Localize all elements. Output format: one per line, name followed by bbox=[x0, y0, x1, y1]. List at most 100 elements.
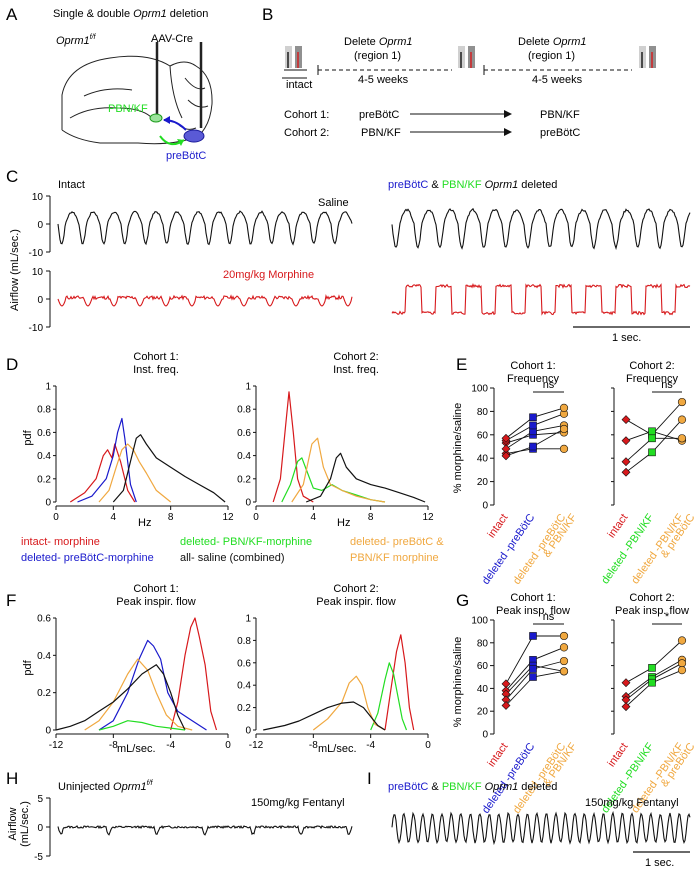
trace-intact-morphine bbox=[57, 294, 353, 307]
chart-title: Cohort 1: bbox=[133, 351, 178, 363]
chart-subtitle: Frequency bbox=[626, 373, 678, 385]
panel-label-c: C bbox=[6, 167, 18, 186]
y-tick-label: 0.6 bbox=[237, 658, 251, 669]
y-tick-label: 0.2 bbox=[237, 474, 251, 485]
marker-double-deleted bbox=[677, 397, 687, 407]
panel-h-drug: 150mg/kg Fentanyl bbox=[251, 797, 345, 809]
x-tick-label: 8 bbox=[168, 512, 174, 523]
marker-single-deleted bbox=[529, 665, 537, 673]
double-deleted-title: preBötC & PBN/KF Oprm1 deleted bbox=[388, 179, 557, 191]
panel-label-d: D bbox=[6, 355, 18, 374]
y-tick-label: 40 bbox=[477, 684, 489, 695]
svg-text:10: 10 bbox=[32, 192, 44, 203]
marker-intact bbox=[621, 678, 631, 688]
category-label: intact bbox=[486, 512, 511, 540]
y-tick-label: 100 bbox=[471, 616, 488, 627]
y-tick-label: 0.8 bbox=[37, 405, 51, 416]
chart-title: Cohort 2: bbox=[333, 583, 378, 595]
chart-title: Cohort 1: bbox=[133, 583, 178, 595]
brain-sketch bbox=[61, 55, 213, 145]
chart-d1: Cohort 1:Inst. freq. 0 0.2 0.4 0.6 0.8 1 0 4 8 12 bbox=[37, 351, 234, 523]
cohort-1-name: Cohort 1: bbox=[284, 109, 329, 121]
x-tick-label: -4 bbox=[366, 740, 375, 751]
cohort-1-arrowhead bbox=[504, 110, 512, 118]
timeline bbox=[284, 46, 656, 75]
pbn-label: PBN/KF bbox=[108, 103, 148, 115]
marker-double-deleted bbox=[559, 667, 569, 676]
svg-text:10: 10 bbox=[32, 267, 44, 278]
legend-double-deleted-2: PBN/KF morphine bbox=[350, 552, 439, 564]
cohort-1-second: PBN/KF bbox=[540, 109, 580, 121]
marker-intact bbox=[621, 467, 631, 477]
panel-f-xlabel-2: mL/sec. bbox=[318, 743, 357, 755]
panel-label-b: B bbox=[262, 5, 273, 24]
y-tick-label: 0.2 bbox=[37, 474, 51, 485]
chart-subtitle: Peak insp. flow bbox=[615, 605, 689, 617]
marker-single-deleted bbox=[529, 673, 537, 681]
panel-label-h: H bbox=[6, 769, 18, 788]
x-tick-label: 8 bbox=[368, 512, 374, 523]
y-tick-label: 60 bbox=[477, 430, 489, 441]
panel-g-ylabel: % morphine/saline bbox=[452, 637, 464, 728]
y-tick-label: 1 bbox=[245, 382, 251, 393]
panel-h-yaxis: 5 0 -5 bbox=[34, 794, 51, 863]
virus-label: AAV-Cre bbox=[151, 33, 193, 45]
panel-e-ylabel: % morphine/saline bbox=[452, 403, 464, 494]
panel-a-title: Single & double Oprm1 deletion bbox=[53, 8, 208, 20]
chart-subtitle: Frequency bbox=[507, 373, 559, 385]
series-line-deleted-pbn-kf-morphine bbox=[98, 720, 186, 731]
marker-single-deleted bbox=[648, 448, 656, 457]
series-line-intact-morphine bbox=[272, 391, 314, 503]
chart-f1: Cohort 1:Peak inspir. flow 0 0.2 0.4 0.6 -12 -… bbox=[37, 583, 231, 751]
marker-single-deleted bbox=[529, 421, 537, 430]
marker-single-deleted bbox=[648, 678, 656, 687]
y-tick-label: 0.4 bbox=[37, 451, 51, 462]
legend-intact-morphine: intact- morphine bbox=[21, 536, 100, 548]
region-label-2: (region 1) bbox=[528, 50, 575, 62]
y-tick-label: 20 bbox=[477, 477, 489, 488]
svg-text:0: 0 bbox=[37, 220, 43, 231]
y-tick-label: 0.4 bbox=[237, 681, 251, 692]
marker-double-deleted bbox=[559, 643, 569, 652]
svg-text:-10: -10 bbox=[29, 248, 44, 259]
marker-double-deleted bbox=[559, 403, 569, 412]
x-tick-label: -8 bbox=[309, 740, 318, 751]
panel-f-xlabel-1: mL/sec. bbox=[117, 743, 156, 755]
chart-subtitle: Peak inspir. flow bbox=[316, 596, 396, 608]
y-tick-label: 0.6 bbox=[37, 428, 51, 439]
chart-title: Cohort 1: bbox=[510, 592, 555, 604]
y-tick-label: 0 bbox=[245, 726, 251, 737]
panel-label-f: F bbox=[6, 591, 16, 610]
marker-double-deleted bbox=[559, 656, 569, 666]
series-line-deleted-preb-tc-pbn-kf-morphine bbox=[84, 658, 193, 731]
y-tick-label: 1 bbox=[45, 382, 51, 393]
series-line-deleted-pbn-kf-morphine bbox=[281, 457, 386, 503]
x-tick-label: -12 bbox=[249, 740, 264, 751]
marker-single-deleted bbox=[648, 434, 656, 443]
delete-label-2: Delete Oprm1 bbox=[518, 36, 586, 48]
svg-text:0: 0 bbox=[37, 295, 43, 306]
y-tick-label: 0 bbox=[45, 498, 51, 509]
y-tick-label: 1 bbox=[245, 614, 251, 625]
y-tick-label: 0.2 bbox=[237, 703, 251, 714]
prebotc-region bbox=[183, 129, 205, 143]
panel-h-ylabel-2: (mL/sec.) bbox=[19, 801, 31, 847]
x-tick-label: 0 bbox=[225, 740, 231, 751]
panel-d-xlabel-2: Hz bbox=[337, 517, 350, 529]
cohort-2-second: preBötC bbox=[540, 127, 580, 139]
x-tick-label: -12 bbox=[49, 740, 64, 751]
x-tick-label: 0 bbox=[425, 740, 431, 751]
sig-label: * bbox=[665, 611, 670, 623]
chart-f2: Cohort 2:Peak inspir. flow 0 0.2 0.4 0.6 0.8 1… bbox=[237, 583, 431, 751]
panel-d-legend: intact- morphine deleted- preBötC-morphi… bbox=[21, 536, 444, 564]
delete-label-1: Delete Oprm1 bbox=[344, 36, 412, 48]
trace-uninjected-fentanyl bbox=[57, 825, 353, 836]
marker-intact bbox=[621, 415, 631, 425]
y-tick-label: 0.4 bbox=[37, 651, 51, 662]
panel-c-yaxis-bottom: 10 0 -10 bbox=[29, 267, 51, 334]
marker-single-deleted bbox=[529, 442, 537, 451]
x-tick-label: 4 bbox=[311, 512, 317, 523]
duration-label-2: 4-5 weeks bbox=[532, 74, 583, 86]
